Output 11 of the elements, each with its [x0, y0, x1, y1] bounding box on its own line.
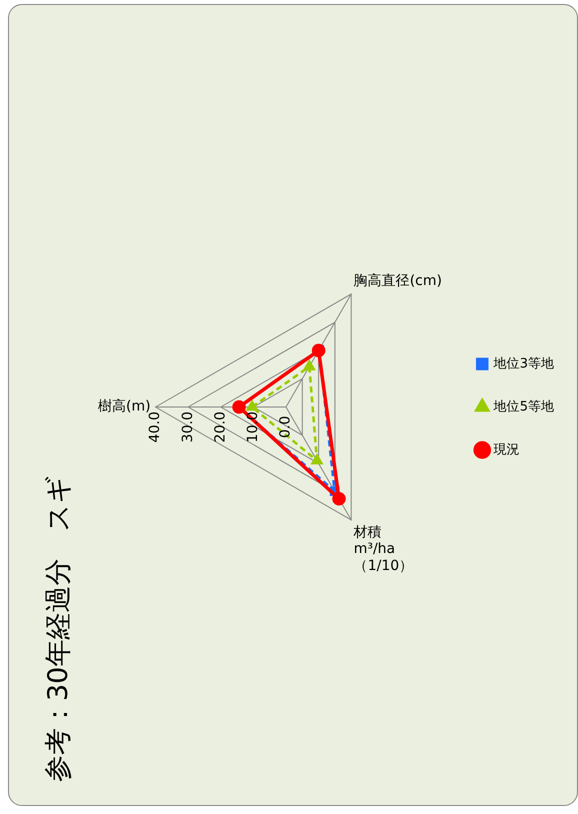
legend-label: 地位5等地 — [492, 399, 554, 414]
y-tick-label: 30.0 — [180, 411, 196, 443]
spoke-label: 材積 m³/ha （1/10） — [352, 524, 414, 574]
legend-label: 地位3等地 — [492, 356, 554, 372]
y-tick-label: 0.0 — [278, 416, 294, 438]
y-tick-label: 40.0 — [147, 411, 164, 443]
y-tick-label: 10.0 — [245, 411, 262, 443]
legend-label: 現況 — [494, 442, 520, 458]
spoke-label: 胸高直径(cm) — [354, 272, 442, 289]
y-tick-label: 20.0 — [212, 411, 228, 443]
text: 参考：30年経過分 スギ — [42, 476, 75, 782]
